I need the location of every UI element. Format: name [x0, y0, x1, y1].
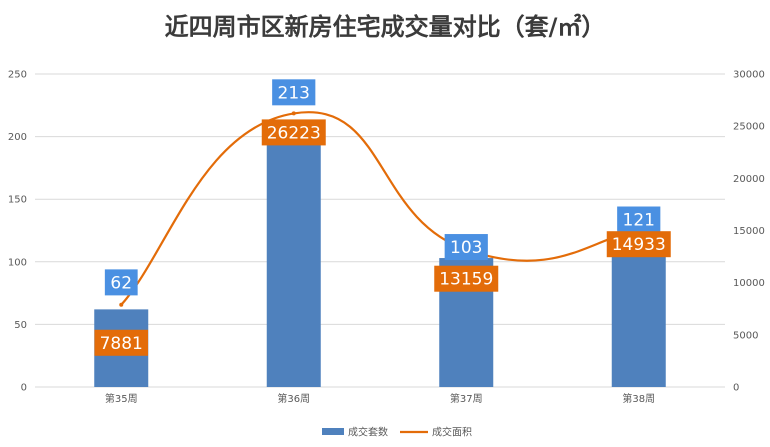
legend-swatch-bar [322, 428, 344, 435]
category-label: 第36周 [277, 392, 310, 405]
bar [611, 235, 666, 387]
line-data-label-box [261, 119, 326, 146]
category-label: 第38周 [622, 392, 655, 405]
left-axis-tick-label: 100 [8, 257, 27, 268]
line-point [119, 302, 124, 307]
left-axis: 0 50 100 150 200 250 [8, 70, 27, 394]
right-axis-tick-label: 15000 [733, 226, 765, 237]
legend-label-line: 成交面积 [432, 426, 472, 439]
line-data-label-box [94, 329, 149, 356]
line-point [291, 111, 296, 116]
right-axis-tick-label: 25000 [733, 122, 765, 133]
left-axis-tick-label: 200 [8, 132, 27, 143]
right-axis-tick-label: 10000 [733, 278, 765, 289]
line-series [119, 111, 641, 307]
bar-data-label: 103 [450, 238, 482, 258]
legend-label-bar: 成交套数 [348, 426, 388, 439]
chart-title: 近四周市区新房住宅成交量对比（套/㎡） [165, 13, 606, 41]
bar-data-label-box [104, 269, 138, 296]
line-data-label-box [434, 265, 499, 292]
bar-data-label: 121 [623, 211, 655, 231]
line-data-label-box [606, 231, 671, 258]
line-data-label: 13159 [439, 270, 493, 290]
legend: 成交套数 成交面积 [322, 426, 472, 439]
right-axis-tick-label: 20000 [733, 174, 765, 185]
bar-data-label: 213 [278, 83, 310, 103]
right-axis-tick-label: 5000 [733, 330, 758, 341]
bar-data-label-box [444, 234, 488, 261]
left-axis-tick-label: 150 [8, 195, 27, 206]
line-path [120, 111, 639, 306]
bar-series [94, 120, 666, 387]
bar-data-label-box [272, 79, 316, 106]
left-axis-tick-label: 250 [8, 70, 27, 81]
line-data-label: 26223 [267, 123, 321, 143]
left-axis-tick-label: 0 [21, 383, 27, 394]
left-axis-tick-label: 50 [14, 320, 27, 331]
line-data-label: 7881 [100, 334, 143, 354]
line-data-label: 14933 [612, 235, 666, 255]
bar [266, 120, 321, 387]
right-axis: 0 5000 10000 15000 20000 25000 30000 [733, 70, 765, 394]
bar-data-label: 62 [110, 273, 132, 293]
right-axis-tick-label: 30000 [733, 70, 765, 81]
category-axis: 第35周 第36周 第37周 第38周 [105, 392, 655, 405]
category-label: 第37周 [450, 392, 483, 405]
category-label: 第35周 [105, 392, 138, 405]
right-axis-tick-label: 0 [733, 383, 739, 394]
bar-data-label-box [617, 206, 661, 233]
data-labels: 62 213 103 121 7881 26223 13159 14933 [94, 79, 671, 356]
